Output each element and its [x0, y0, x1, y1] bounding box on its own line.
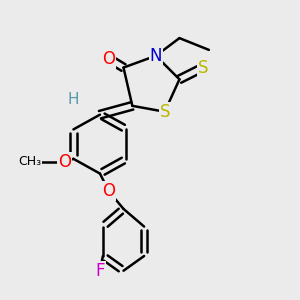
Text: O: O — [102, 50, 115, 68]
Text: O: O — [58, 153, 71, 171]
Text: S: S — [198, 58, 208, 76]
Text: S: S — [160, 103, 170, 121]
Text: O: O — [102, 182, 115, 200]
Text: CH₃: CH₃ — [18, 155, 41, 168]
Text: N: N — [150, 47, 162, 65]
Text: H: H — [68, 92, 79, 107]
Text: F: F — [95, 262, 105, 280]
